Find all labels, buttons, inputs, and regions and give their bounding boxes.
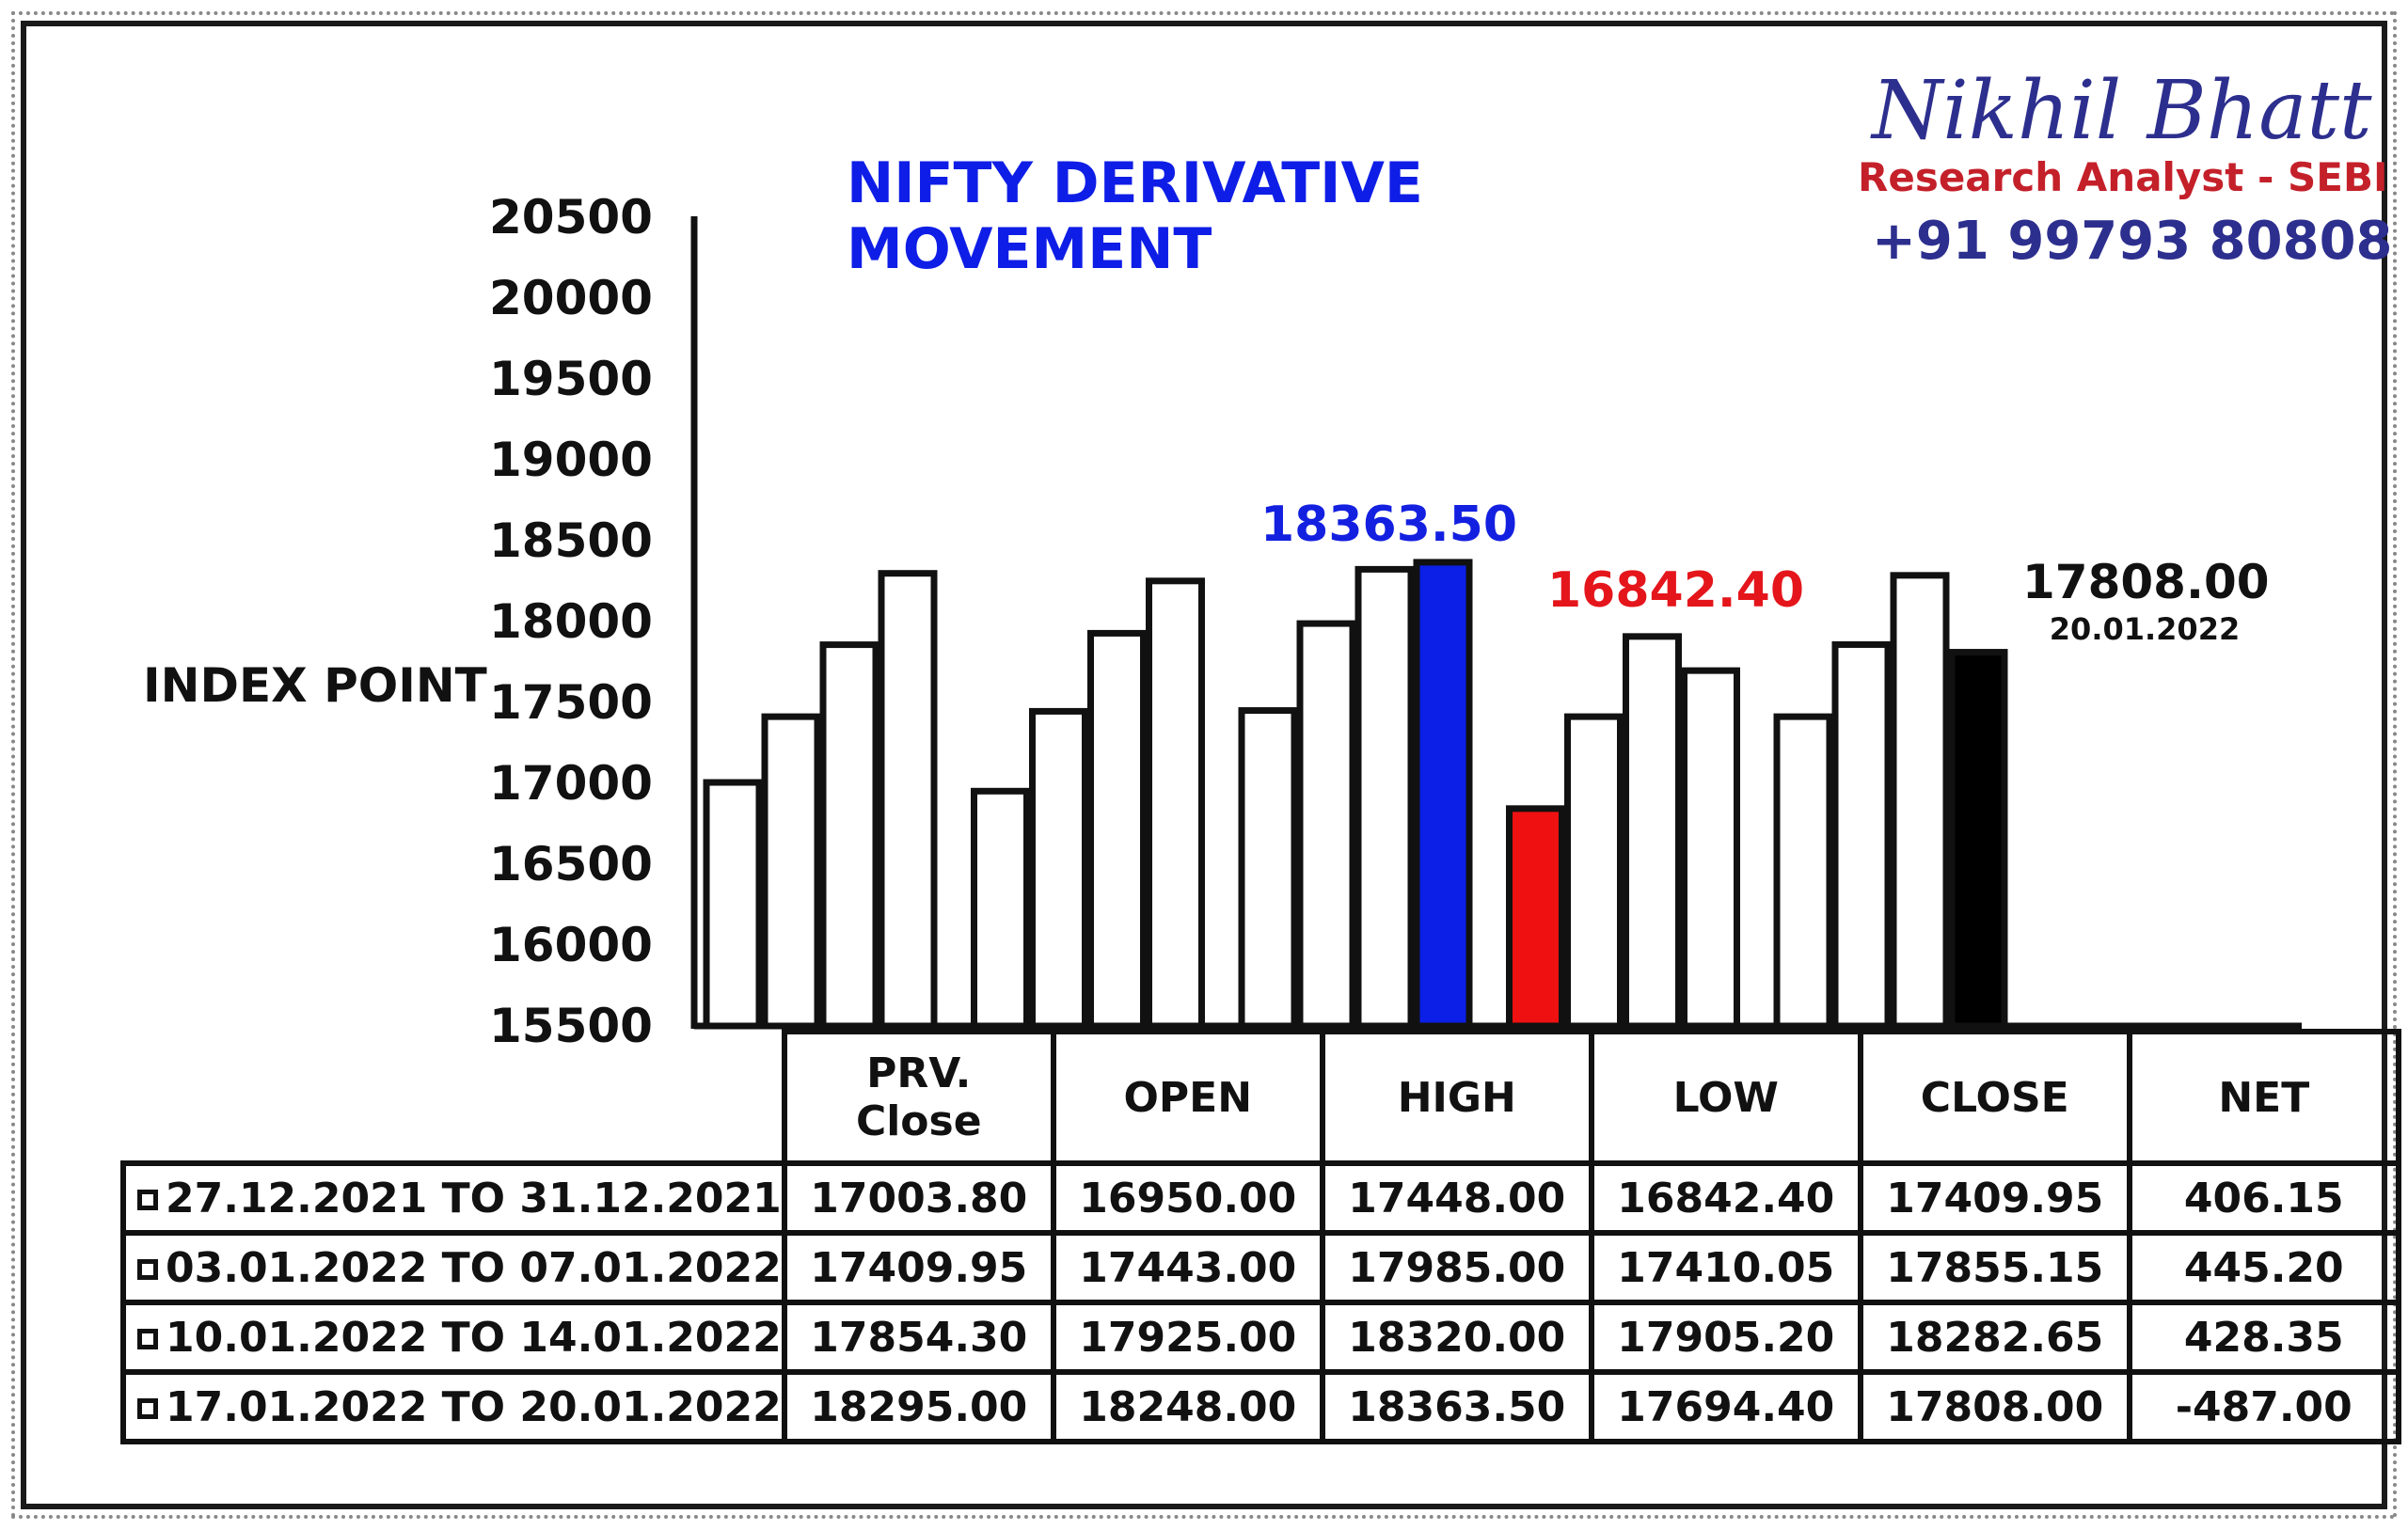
y-tick-label: 18500 bbox=[489, 513, 653, 568]
table-cell: 445.20 bbox=[2126, 1230, 2401, 1305]
header-close: CLOSE bbox=[1857, 1029, 2132, 1166]
table-cell: 17925.00 bbox=[1050, 1300, 1325, 1375]
table-cell: 18295.00 bbox=[781, 1369, 1056, 1444]
table-cell: 428.35 bbox=[2126, 1300, 2401, 1375]
y-tick-label: 19000 bbox=[489, 433, 653, 487]
period-cell: 10.01.2022 TO 14.01.2022 bbox=[120, 1300, 787, 1375]
header-open: OPEN bbox=[1050, 1029, 1325, 1166]
table-cell: 17985.00 bbox=[1319, 1230, 1594, 1305]
table-cell: 17443.00 bbox=[1050, 1230, 1325, 1305]
table-row: 27.12.2021 TO 31.12.2021 17003.80 16950.… bbox=[120, 1160, 2401, 1236]
y-tick-label: 17500 bbox=[489, 675, 653, 730]
table-row: 17.01.2022 TO 20.01.2022 18295.00 18248.… bbox=[120, 1369, 2401, 1444]
high-value-label: 18363.50 bbox=[1260, 497, 1518, 553]
period-cell: 27.12.2021 TO 31.12.2021 bbox=[120, 1160, 787, 1236]
chart-title: NIFTY DERIVATIVE MOVEMENT bbox=[847, 150, 1423, 282]
legend-box-icon bbox=[137, 1328, 158, 1349]
table-row: 03.01.2022 TO 07.01.2022 17409.95 17443.… bbox=[120, 1230, 2401, 1305]
y-tick-label: 19500 bbox=[489, 352, 653, 406]
bar bbox=[1238, 707, 1298, 1030]
legend-box-icon bbox=[137, 1258, 158, 1280]
period-cell: 17.01.2022 TO 20.01.2022 bbox=[120, 1369, 787, 1444]
table-cell: 17694.40 bbox=[1588, 1369, 1863, 1444]
y-tick-label: 18000 bbox=[489, 594, 653, 649]
bar bbox=[878, 570, 938, 1030]
header-prv-line2: Close bbox=[855, 1097, 982, 1145]
table-cell: 18363.50 bbox=[1319, 1369, 1594, 1444]
table-row: 10.01.2022 TO 14.01.2022 17854.30 17925.… bbox=[120, 1300, 2401, 1375]
table-cell: 17855.15 bbox=[1857, 1230, 2132, 1305]
period-label: 17.01.2022 TO 20.01.2022 bbox=[166, 1382, 782, 1431]
bar bbox=[1564, 713, 1624, 1030]
y-tick-label: 16500 bbox=[489, 837, 653, 891]
bar bbox=[1623, 633, 1682, 1030]
period-label: 03.01.2022 TO 07.01.2022 bbox=[166, 1243, 782, 1292]
table-cell: 17409.95 bbox=[781, 1230, 1056, 1305]
bar bbox=[1506, 805, 1565, 1030]
table-cell: 17409.95 bbox=[1857, 1160, 2132, 1236]
table-cell: 17808.00 bbox=[1857, 1369, 2132, 1444]
table-corner-cell bbox=[123, 1032, 787, 1166]
bar bbox=[1029, 707, 1088, 1030]
bar bbox=[1146, 577, 1205, 1030]
table-cell: 17410.05 bbox=[1588, 1230, 1863, 1305]
table-cell: 17003.80 bbox=[781, 1160, 1056, 1236]
brand-role: Research Analyst - SEBI bbox=[1858, 154, 2388, 200]
bar bbox=[1831, 640, 1892, 1030]
table-cell: 18248.00 bbox=[1050, 1369, 1325, 1444]
legend-box-icon bbox=[137, 1189, 158, 1210]
table-cell: 17905.20 bbox=[1588, 1300, 1863, 1375]
bar bbox=[1948, 649, 2008, 1030]
bar bbox=[761, 713, 821, 1030]
bar bbox=[1354, 565, 1415, 1030]
y-tick-label: 16000 bbox=[489, 918, 653, 972]
table-cell: 17854.30 bbox=[781, 1300, 1056, 1375]
legend-box-icon bbox=[137, 1397, 158, 1419]
table-cell: 16950.00 bbox=[1050, 1160, 1325, 1236]
bar bbox=[1890, 572, 1950, 1030]
bar bbox=[1773, 713, 1833, 1030]
bar bbox=[1681, 667, 1740, 1030]
bar bbox=[819, 641, 879, 1030]
bar bbox=[1087, 629, 1147, 1030]
period-label: 27.12.2021 TO 31.12.2021 bbox=[166, 1174, 782, 1222]
table-cell: 16842.40 bbox=[1588, 1160, 1863, 1236]
close-date-label: 20.01.2022 bbox=[2049, 611, 2241, 647]
bar bbox=[1296, 620, 1356, 1030]
bar bbox=[703, 779, 763, 1030]
low-value-label: 16842.40 bbox=[1547, 562, 1805, 619]
period-label: 10.01.2022 TO 14.01.2022 bbox=[166, 1313, 782, 1362]
bar bbox=[971, 787, 1030, 1030]
header-net: NET bbox=[2126, 1029, 2401, 1166]
table-header-row: PRV. Close OPEN HIGH LOW CLOSE NET bbox=[123, 1029, 2401, 1166]
bar bbox=[1413, 559, 1473, 1030]
brand-phone: +91 99793 80808 bbox=[1872, 211, 2393, 272]
close-value-label: 17808.00 bbox=[2022, 555, 2270, 609]
table-cell: 406.15 bbox=[2126, 1160, 2401, 1236]
outer-frame bbox=[11, 11, 2397, 1519]
y-tick-label: 17000 bbox=[489, 756, 653, 811]
period-cell: 03.01.2022 TO 07.01.2022 bbox=[120, 1230, 787, 1305]
brand-name: Nikhil Bhatt bbox=[1872, 64, 2372, 158]
header-prv-line1: PRV. bbox=[866, 1049, 972, 1097]
y-tick-label: 20500 bbox=[489, 190, 653, 244]
table-cell: 18320.00 bbox=[1319, 1300, 1594, 1375]
header-low: LOW bbox=[1588, 1029, 1863, 1166]
table-cell: 18282.65 bbox=[1857, 1300, 2132, 1375]
y-tick-label: 20000 bbox=[489, 271, 653, 325]
header-prv-close: PRV. Close bbox=[781, 1029, 1056, 1166]
table-cell: -487.00 bbox=[2126, 1369, 2401, 1444]
y-axis-label: INDEX POINT bbox=[143, 658, 487, 713]
header-high: HIGH bbox=[1319, 1029, 1594, 1166]
table-cell: 17448.00 bbox=[1319, 1160, 1594, 1236]
data-table: PRV. Close OPEN HIGH LOW CLOSE NET 27.12.… bbox=[120, 1029, 2401, 1444]
